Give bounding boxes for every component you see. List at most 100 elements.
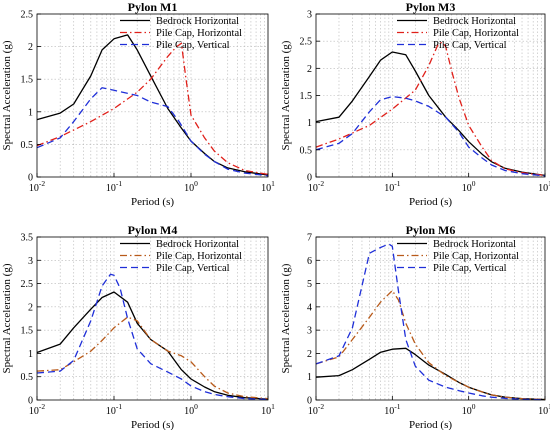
- chart-title: Pylon M4: [128, 223, 178, 237]
- series-line-dashed: [315, 95, 546, 177]
- x-tick-label: 100: [184, 179, 198, 194]
- x-tick-label: 101: [261, 179, 275, 194]
- chart-title: Pylon M3: [406, 0, 456, 14]
- y-tick-label: 2.5: [21, 10, 34, 21]
- plot-area: [316, 14, 545, 177]
- y-tick-label: 0.5: [300, 145, 313, 156]
- chart-title: Pylon M6: [406, 223, 456, 237]
- x-axis-label: Period (s): [131, 196, 174, 208]
- grid: [316, 237, 545, 400]
- legend-label: Pile Cap, Horizontal: [433, 251, 519, 262]
- legend-label: Pile Cap, Horizontal: [156, 28, 242, 39]
- grid: [37, 14, 268, 177]
- axes-frame: [36, 236, 269, 401]
- y-tick-label: 2: [28, 302, 33, 313]
- legend-label: Pile Cap, Horizontal: [156, 251, 242, 262]
- chart-panel: 10-2 10-1 100 101 0 0.5 1 1.5 2 2.5 3 3.5 Pylon M4 Pe…: [1, 223, 275, 430]
- plot-area: [316, 237, 545, 400]
- y-tick-label: 2.5: [21, 279, 34, 290]
- series-line-dashed: [36, 87, 269, 177]
- y-tick-label: 1.5: [300, 91, 313, 102]
- x-tick-label: 10-1: [106, 179, 122, 194]
- x-axis-label: Period (s): [409, 419, 452, 430]
- x-tick-label: 10-2: [29, 179, 45, 194]
- y-tick-label: 2: [307, 349, 312, 360]
- legend-label: Bedrock Horizontal: [156, 16, 239, 27]
- axes-frame: [36, 13, 269, 178]
- series-line-solid: [36, 291, 269, 400]
- plot-area: [37, 14, 268, 177]
- x-axis-label: Period (s): [131, 419, 174, 430]
- y-tick-label: 5: [307, 279, 312, 290]
- y-tick-label: 1.5: [21, 75, 34, 86]
- legend-label: Pile Cap, Vertical: [156, 40, 230, 51]
- y-tick-label: 0.5: [21, 140, 34, 151]
- x-tick-label: 10-2: [29, 402, 45, 417]
- y-tick-label: 0: [307, 173, 312, 184]
- legend-label: Pile Cap, Vertical: [156, 263, 230, 274]
- series-group: [315, 41, 546, 177]
- legend-label: Bedrock Horizontal: [433, 239, 516, 250]
- y-tick-label: 1.5: [21, 326, 34, 337]
- x-tick-label: 101: [538, 402, 550, 417]
- series-line-dashdot: [315, 41, 546, 177]
- x-tick-label: 100: [462, 179, 476, 194]
- legend-label: Pile Cap, Vertical: [433, 40, 507, 51]
- chart-title: Pylon M1: [128, 0, 178, 14]
- y-tick-label: 1: [28, 349, 33, 360]
- grid: [316, 14, 545, 177]
- grid: [37, 237, 268, 400]
- series-line-dashed: [315, 243, 546, 401]
- y-tick-label: 0.5: [21, 372, 34, 383]
- series-group: [36, 273, 269, 401]
- y-tick-label: 3.5: [21, 233, 34, 244]
- y-axis-label: Spectral Acceleration (g): [280, 40, 292, 150]
- x-tick-label: 100: [184, 402, 198, 417]
- x-tick-label: 10-1: [384, 179, 400, 194]
- y-tick-label: 2.5: [300, 37, 313, 48]
- x-axis-label: Period (s): [409, 196, 452, 208]
- y-axis-label: Spectral Acceleration (g): [1, 40, 13, 150]
- x-tick-label: 101: [538, 179, 550, 194]
- y-tick-label: 2: [28, 42, 33, 53]
- x-tick-label: 10-1: [106, 402, 122, 417]
- axes-frame: [315, 236, 546, 401]
- y-tick-label: 4: [307, 302, 312, 313]
- y-tick-label: 1: [307, 372, 312, 383]
- series-line-dashdot: [36, 316, 269, 400]
- y-tick-label: 1: [28, 107, 33, 118]
- y-tick-label: 6: [307, 256, 312, 267]
- y-tick-label: 3: [307, 326, 312, 337]
- legend-label: Pile Cap, Horizontal: [433, 28, 519, 39]
- y-tick-label: 2: [307, 64, 312, 75]
- series-group: [36, 34, 269, 177]
- chart-panel: 10-2 10-1 100 101 0 0.5 1 1.5 2 2.5 3 Pylon M3 Perio…: [280, 0, 550, 208]
- x-tick-label: 100: [462, 402, 476, 417]
- x-tick-label: 10-2: [308, 402, 324, 417]
- legend-label: Bedrock Horizontal: [156, 239, 239, 250]
- plot-area: [37, 237, 268, 400]
- series-line-dashed: [36, 273, 269, 401]
- y-tick-label: 7: [307, 233, 312, 244]
- y-axis-label: Spectral Acceleration (g): [280, 263, 292, 373]
- chart-panel: 10-2 10-1 100 101 0 0.5 1 1.5 2 2.5 Pylon M1 Period…: [1, 0, 275, 208]
- y-tick-label: 3: [307, 10, 312, 21]
- y-tick-label: 0: [307, 396, 312, 407]
- series-line-dashdot: [36, 42, 269, 176]
- x-tick-label: 10-1: [384, 402, 400, 417]
- y-tick-label: 0: [28, 173, 33, 184]
- legend-label: Bedrock Horizontal: [433, 16, 516, 27]
- x-tick-label: 101: [261, 402, 275, 417]
- x-tick-label: 10-2: [308, 179, 324, 194]
- y-tick-label: 1: [307, 118, 312, 129]
- series-line-dashdot: [315, 289, 546, 401]
- y-tick-label: 3: [28, 256, 33, 267]
- series-group: [315, 243, 546, 401]
- y-tick-label: 0: [28, 396, 33, 407]
